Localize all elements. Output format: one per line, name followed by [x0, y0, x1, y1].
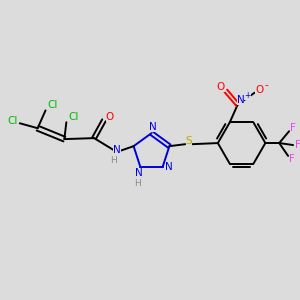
Text: H: H [134, 178, 141, 188]
Text: H: H [110, 156, 117, 165]
Text: F: F [289, 154, 295, 164]
Text: N: N [237, 95, 244, 105]
Text: F: F [290, 123, 296, 133]
Text: N: N [165, 162, 172, 172]
Text: Cl: Cl [68, 112, 79, 122]
Text: N: N [113, 145, 121, 155]
Text: Cl: Cl [47, 100, 58, 110]
Text: O: O [217, 82, 225, 92]
Text: N: N [148, 122, 156, 132]
Text: -: - [265, 80, 268, 90]
Text: S: S [186, 136, 193, 146]
Text: O: O [255, 85, 263, 95]
Text: F: F [295, 140, 300, 150]
Text: +: + [244, 91, 251, 100]
Text: N: N [135, 168, 142, 178]
Text: O: O [106, 112, 114, 122]
Text: Cl: Cl [8, 116, 18, 126]
